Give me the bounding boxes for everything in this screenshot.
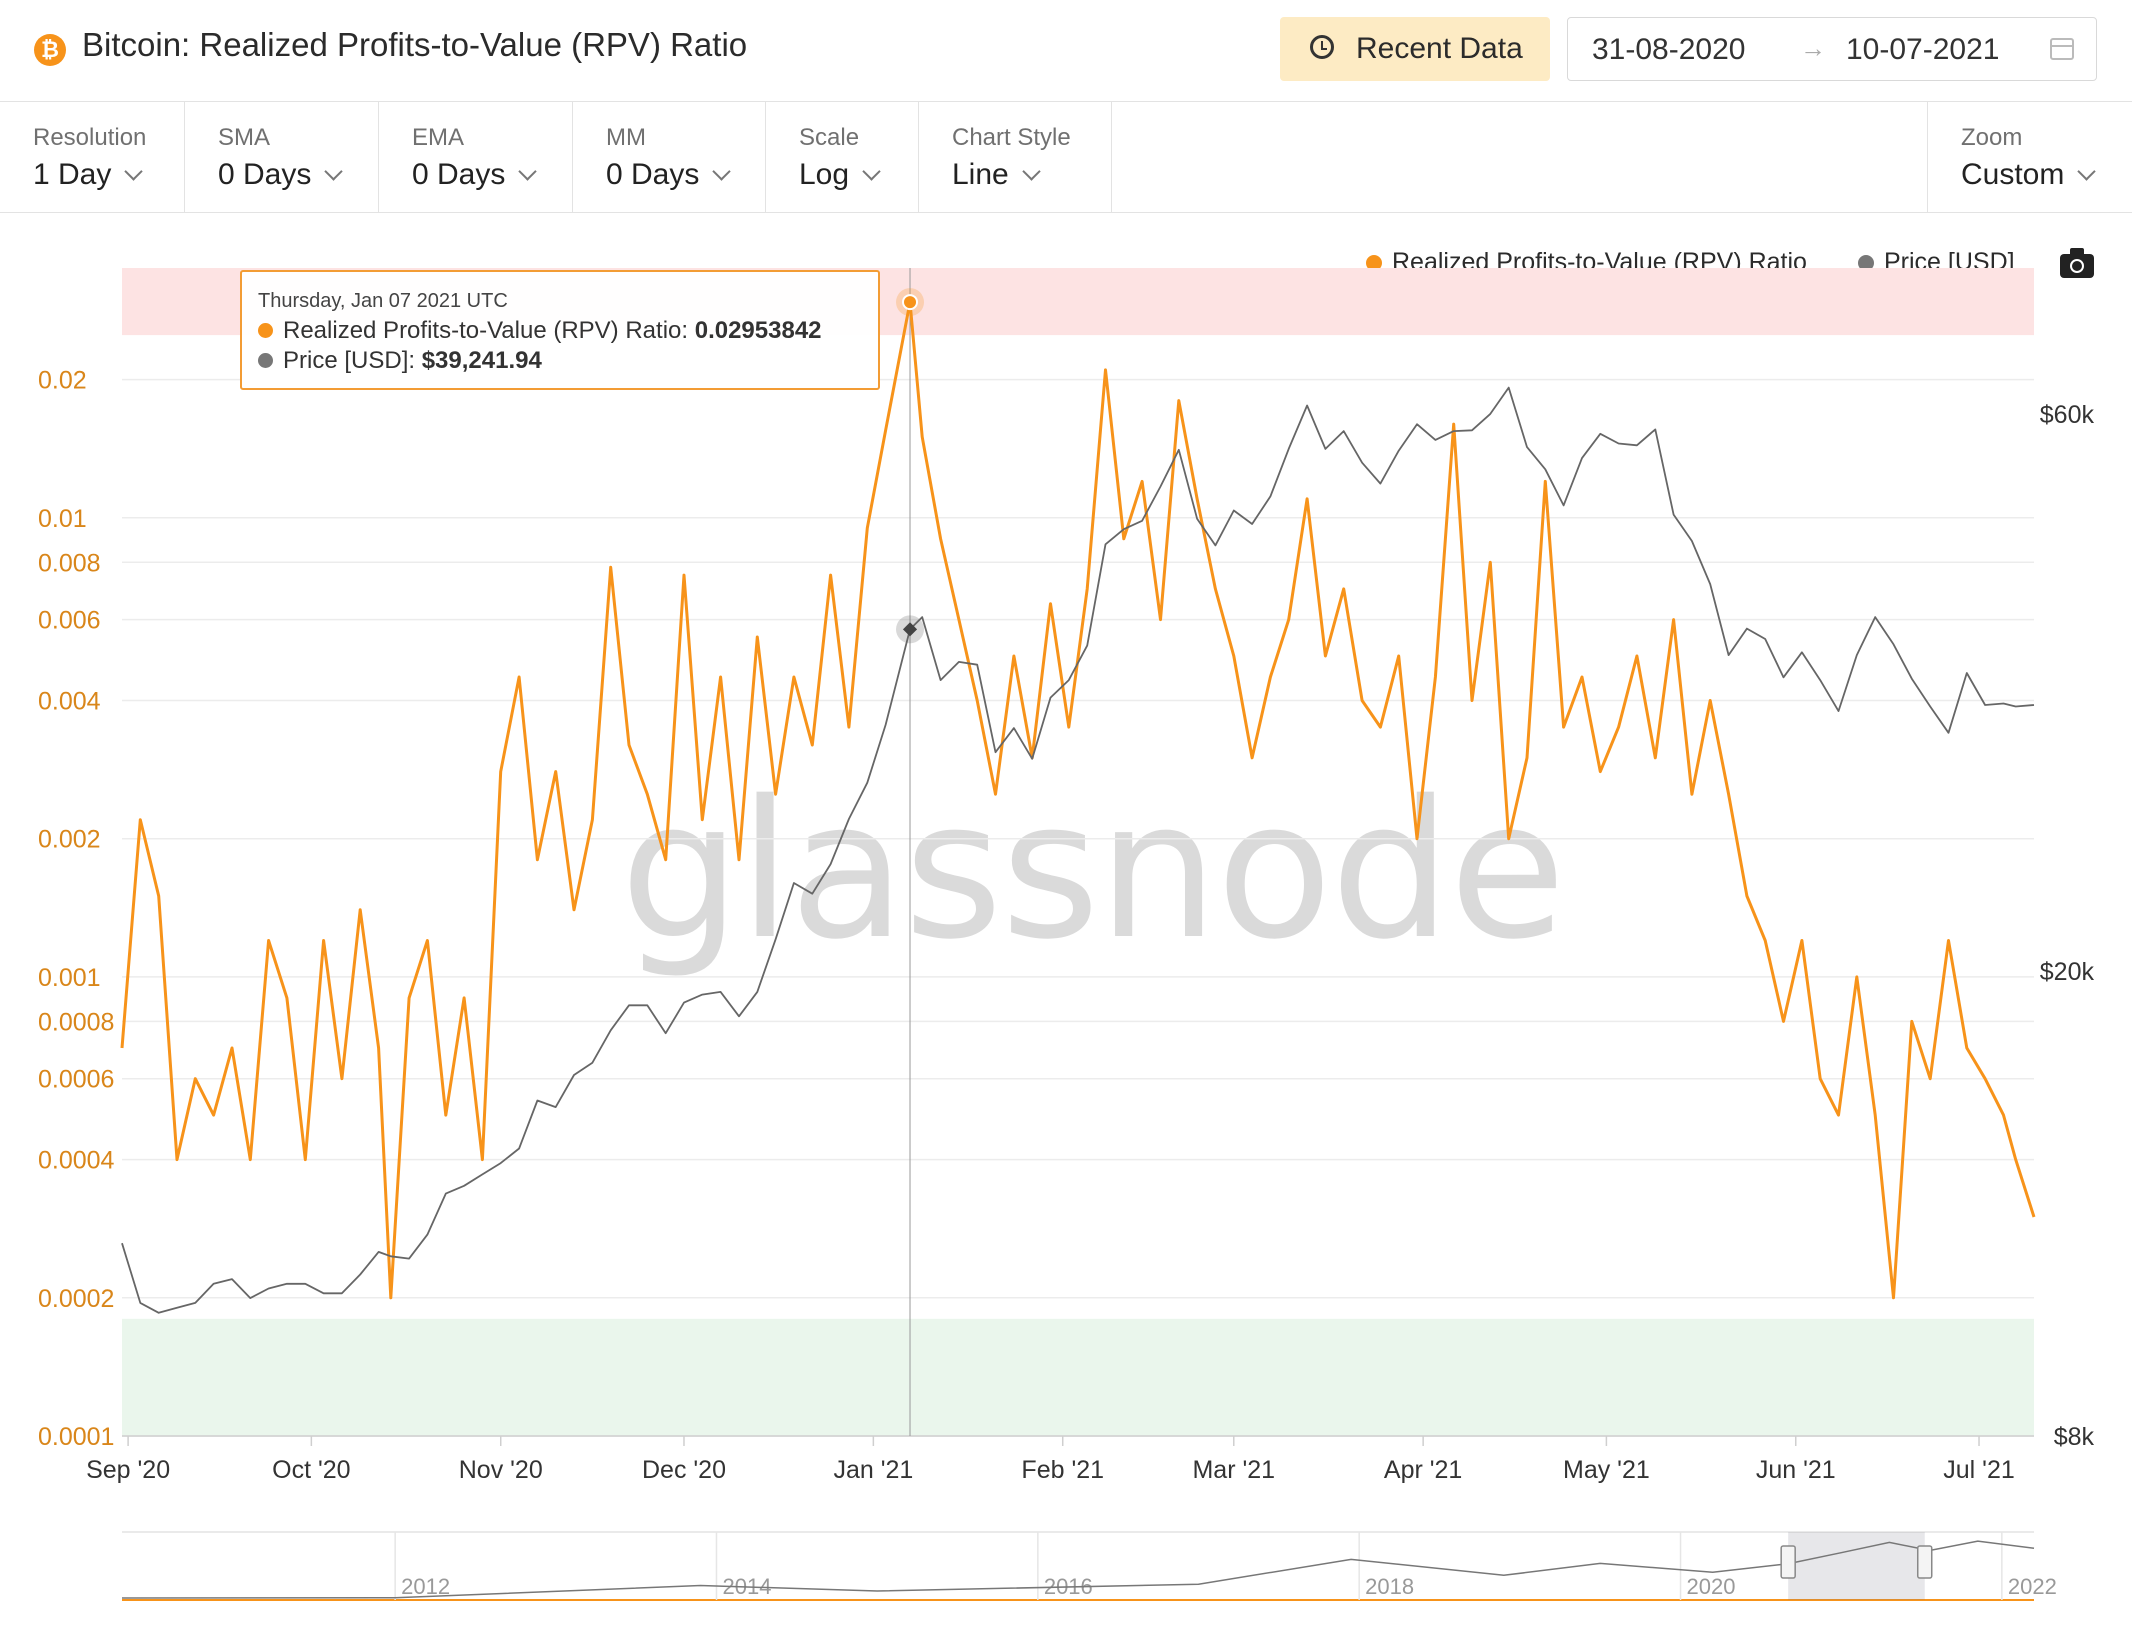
tooltip-price-label: Price [USD]: [283, 347, 416, 374]
navigator-tick-label: 2020 [1687, 1574, 1736, 1599]
arrow-right-icon: → [1800, 33, 1826, 63]
ema-label: EMA [412, 124, 465, 151]
zoom-label: Zoom [1961, 124, 2023, 151]
tooltip-rpv-value: 0.02953842 [694, 317, 822, 344]
chart-style-label: Chart Style [952, 124, 1071, 151]
y-left-tick-label: 0.0001 [38, 1423, 114, 1451]
legend-dot-icon [1858, 255, 1874, 271]
recent-data-label: Recent Data [1356, 32, 1523, 65]
camera-icon[interactable] [2060, 248, 2094, 278]
date-start-input[interactable]: 31-08-2020 [1592, 33, 1746, 66]
price-series-line [121, 386, 2035, 1314]
tooltip-rpv-label: Realized Profits-to-Value (RPV) Ratio: [283, 317, 689, 344]
navigator-handle-right [1916, 1545, 1933, 1579]
header-bar: ₿ Bitcoin: Realized Profits-to-Value (RP… [0, 0, 2132, 102]
recent-data-button[interactable]: Recent Data [1280, 17, 1550, 81]
y-left-tick-label: 0.0004 [38, 1147, 115, 1175]
x-tick-label: Jul '21 [1943, 1456, 2014, 1484]
mm-dropdown[interactable]: MM 0 Days [573, 102, 766, 212]
sma-dropdown[interactable]: SMA 0 Days [185, 102, 379, 212]
rpv-hover-marker [902, 294, 919, 311]
mm-value: 0 Days [606, 158, 700, 191]
y-left-tick-label: 0.002 [38, 826, 101, 854]
x-tick-label: Oct '20 [272, 1456, 350, 1484]
tooltip-row-price: Price [USD]: $39,241.94 [258, 347, 542, 375]
x-tick-label: Jun '21 [1756, 1456, 1836, 1484]
x-tick-label: Nov '20 [459, 1456, 543, 1484]
resolution-value: 1 Day [33, 158, 112, 191]
bitcoin-icon: ₿ [34, 34, 66, 66]
y-left-tick-label: 0.006 [38, 607, 101, 635]
x-tick-label: Dec '20 [642, 1456, 726, 1484]
y-left-tick-label: 0.001 [38, 964, 101, 992]
low-zone-band [122, 1318, 2034, 1436]
chart-tooltip: Thursday, Jan 07 2021 UTC Realized Profi… [240, 270, 880, 390]
tooltip-dot-icon [258, 323, 273, 338]
navigator-price-line [121, 1540, 2035, 1599]
resolution-label: Resolution [33, 124, 147, 151]
y-right-tick-label: $8k [2054, 1423, 2095, 1451]
calendar-icon[interactable] [2050, 38, 2074, 60]
x-tick-label: Mar '21 [1192, 1456, 1275, 1484]
tooltip-dot-icon [258, 353, 273, 368]
x-tick-label: Apr '21 [1384, 1456, 1462, 1484]
resolution-dropdown[interactable]: Resolution 1 Day [0, 102, 185, 212]
scale-label: Scale [799, 124, 860, 151]
y-left-tick-label: 0.0002 [38, 1285, 114, 1313]
chart-controls: Resolution 1 Day SMA 0 Days EMA 0 Days M… [0, 102, 2132, 213]
chart-style-value: Line [952, 158, 1009, 191]
scale-value: Log [799, 158, 850, 191]
y-right-tick-label: $20k [2040, 958, 2095, 986]
y-left-tick-label: 0.004 [38, 687, 101, 715]
navigator-handle-left [1780, 1545, 1796, 1579]
tooltip-price-value: $39,241.94 [421, 347, 542, 374]
navigator-tick-label: 2018 [1365, 1574, 1414, 1599]
mm-label: MM [606, 124, 646, 151]
x-tick-label: Jan '21 [833, 1456, 913, 1484]
zoom-value: Custom [1961, 158, 2065, 191]
tooltip-date: Thursday, Jan 07 2021 UTC [258, 290, 508, 312]
x-tick-label: May '21 [1563, 1456, 1650, 1484]
sma-label: SMA [218, 124, 271, 151]
page-title: Bitcoin: Realized Profits-to-Value (RPV)… [82, 26, 748, 63]
y-left-tick-label: 0.008 [38, 549, 101, 577]
y-left-tick-label: 0.0006 [38, 1066, 114, 1094]
tooltip-row-rpv: Realized Profits-to-Value (RPV) Ratio: 0… [258, 317, 822, 345]
rpv-series-line [120, 300, 2036, 1300]
x-tick-label: Feb '21 [1021, 1456, 1104, 1484]
y-left-tick-label: 0.0008 [38, 1008, 114, 1036]
y-left-tick-label: 0.02 [38, 367, 87, 395]
date-end-input[interactable]: 10-07-2021 [1846, 33, 2000, 66]
ema-value: 0 Days [412, 158, 506, 191]
y-right-tick-label: $60k [2040, 401, 2095, 429]
ema-dropdown[interactable]: EMA 0 Days [379, 102, 573, 212]
navigator-tick-label: 2022 [2008, 1574, 2057, 1599]
navigator-tick-label: 2012 [401, 1574, 450, 1599]
zoom-dropdown[interactable]: Zoom Custom [1927, 102, 2132, 212]
legend-dot-icon [1366, 255, 1382, 271]
clock-icon [1310, 35, 1334, 59]
sma-value: 0 Days [218, 158, 312, 191]
x-tick-label: Sep '20 [86, 1456, 170, 1484]
date-range-picker[interactable]: 31-08-2020 → 10-07-2021 [1567, 17, 2097, 81]
navigator-selection [1788, 1532, 1925, 1600]
price-hover-marker [902, 622, 918, 637]
y-left-tick-label: 0.01 [38, 505, 87, 533]
scale-dropdown[interactable]: Scale Log [766, 102, 919, 212]
chart-style-dropdown[interactable]: Chart Style Line [919, 102, 1112, 212]
